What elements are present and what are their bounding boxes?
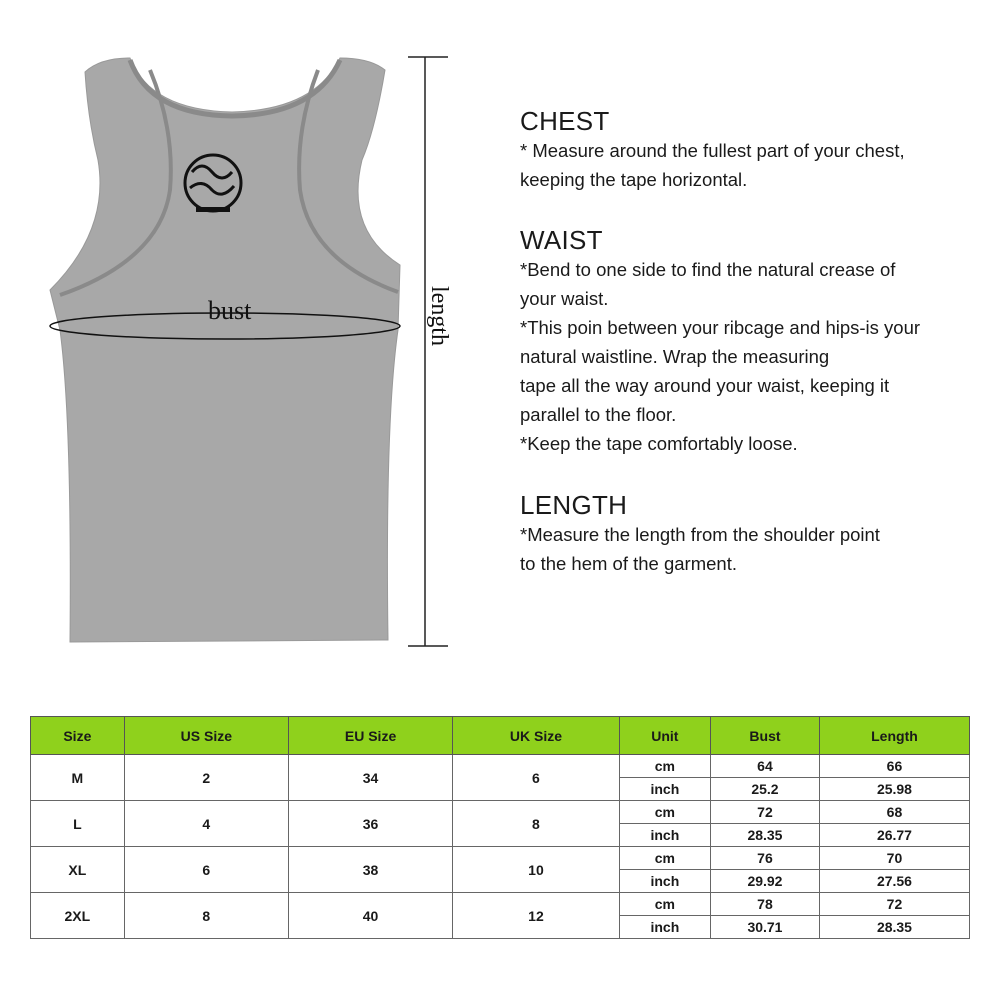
size-chart-table: Size US Size EU Size UK Size Unit Bust L… xyxy=(30,716,971,939)
cell-eu: 40 xyxy=(287,892,454,939)
cell-size: M xyxy=(30,754,125,801)
tank-top-body xyxy=(49,57,401,643)
section-text: keeping the tape horizontal. xyxy=(520,169,748,190)
section-title: LENGTH xyxy=(520,490,628,520)
section-text: tape all the way around your waist, keep… xyxy=(520,375,890,396)
header-us-size: US Size xyxy=(123,716,289,755)
section-title: CHEST xyxy=(520,106,610,136)
cell-uk: 6 xyxy=(452,754,620,801)
cell-length: 26.77 xyxy=(818,823,971,847)
cell-length: 70 xyxy=(818,846,971,870)
cell-bust: 72 xyxy=(710,800,820,824)
cell-us: 2 xyxy=(123,754,289,801)
length-section: LENGTH *Measure the length from the shou… xyxy=(520,490,990,578)
cell-length: 66 xyxy=(818,754,971,778)
section-text: natural waistline. Wrap the measuring xyxy=(520,346,830,367)
cell-unit: inch xyxy=(618,823,712,847)
cell-length: 28.35 xyxy=(818,915,971,939)
cell-uk: 12 xyxy=(452,892,620,939)
header-size: Size xyxy=(30,716,125,755)
cell-bust: 25.2 xyxy=(710,777,820,801)
bust-measure-line xyxy=(49,312,401,340)
table-row: 2XL 8 40 12 cm 78 72 xyxy=(30,892,971,939)
logo-icon xyxy=(183,153,243,213)
cell-length: 27.56 xyxy=(818,869,971,893)
cell-us: 6 xyxy=(123,846,289,893)
cell-size: XL xyxy=(30,846,125,893)
cell-bust: 30.71 xyxy=(710,915,820,939)
cell-unit: cm xyxy=(618,892,712,916)
bust-label: bust xyxy=(208,296,252,325)
cell-bust: 78 xyxy=(710,892,820,916)
header-eu-size: EU Size xyxy=(287,716,454,755)
cell-bust: 64 xyxy=(710,754,820,778)
length-measure-bar xyxy=(408,56,448,647)
section-text: *This poin between your ribcage and hips… xyxy=(520,317,921,338)
cell-uk: 10 xyxy=(452,846,620,893)
cell-size: 2XL xyxy=(30,892,125,939)
cell-eu: 38 xyxy=(287,846,454,893)
cell-length: 72 xyxy=(818,892,971,916)
table-row: inch 30.71 28.35 xyxy=(31,915,971,939)
cell-eu: 36 xyxy=(287,800,454,847)
cell-unit: cm xyxy=(618,846,712,870)
header-length: Length xyxy=(818,716,971,755)
header-uk-size: UK Size xyxy=(452,716,620,755)
cell-bust: 28.35 xyxy=(710,823,820,847)
cell-uk: 8 xyxy=(452,800,620,847)
tank-top-image xyxy=(49,56,448,647)
waist-section: WAIST *Bend to one side to find the natu… xyxy=(520,225,990,458)
section-text: *Measure the length from the shoulder po… xyxy=(520,524,880,545)
cell-unit: cm xyxy=(618,800,712,824)
section-text: to the hem of the garment. xyxy=(520,553,737,574)
table-row: M 2 34 6 cm 64 66 xyxy=(30,754,971,801)
cell-length: 25.98 xyxy=(818,777,971,801)
cell-unit: cm xyxy=(618,754,712,778)
cell-unit: inch xyxy=(618,777,712,801)
header-bust: Bust xyxy=(710,716,820,755)
length-label: length xyxy=(426,286,452,346)
cell-bust: 29.92 xyxy=(710,869,820,893)
cell-unit: inch xyxy=(618,869,712,893)
section-text: *Bend to one side to find the natural cr… xyxy=(520,259,896,280)
table-row: inch 25.2 25.98 xyxy=(31,777,971,801)
section-text: * Measure around the fullest part of you… xyxy=(520,140,905,161)
cell-us: 4 xyxy=(123,800,289,847)
table-header-row: Size US Size EU Size UK Size Unit Bust L… xyxy=(30,716,971,755)
section-text: parallel to the floor. xyxy=(520,404,677,425)
cell-bust: 76 xyxy=(710,846,820,870)
section-text: *Keep the tape comfortably loose. xyxy=(520,433,798,454)
table-row: XL 6 38 10 cm 76 70 xyxy=(30,846,971,893)
chest-section: CHEST * Measure around the fullest part … xyxy=(520,106,990,194)
table-row: L 4 36 8 cm 72 68 xyxy=(30,800,971,847)
cell-length: 68 xyxy=(818,800,971,824)
cell-size: L xyxy=(30,800,125,847)
section-text: your waist. xyxy=(520,288,609,309)
cell-unit: inch xyxy=(618,915,712,939)
header-unit: Unit xyxy=(618,716,712,755)
cell-eu: 34 xyxy=(287,754,454,801)
cell-us: 8 xyxy=(123,892,289,939)
section-title: WAIST xyxy=(520,225,603,255)
